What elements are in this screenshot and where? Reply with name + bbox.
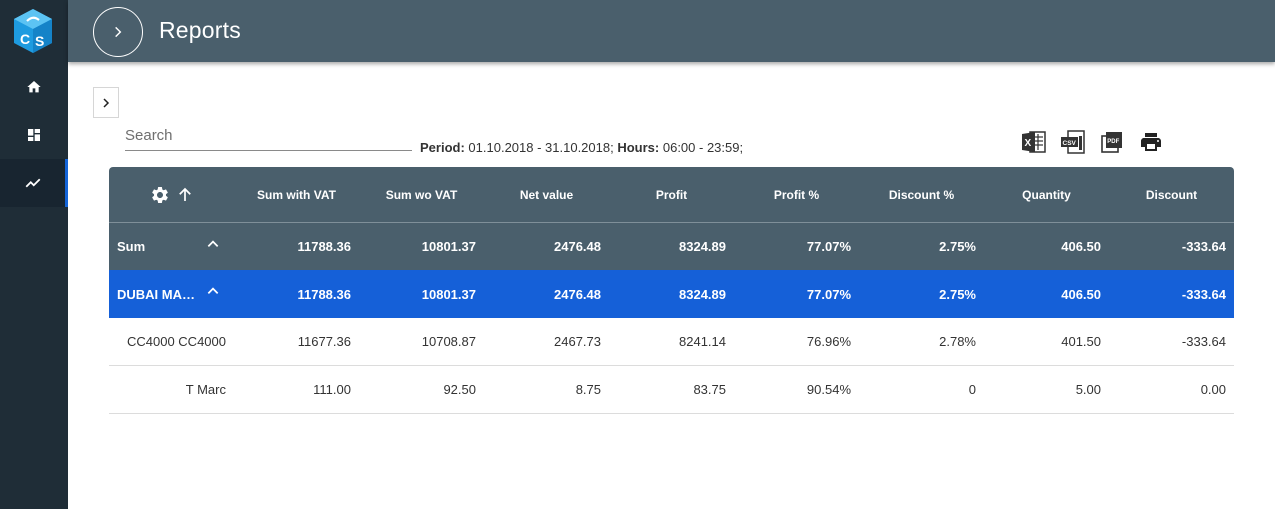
print-icon [1141, 133, 1161, 151]
row-name: CC4000 CC4000 [126, 334, 226, 349]
sum-row-name: Sum [117, 239, 146, 254]
svg-text:PDF: PDF [1107, 139, 1119, 145]
group-row-name: DUBAI MARINA [117, 287, 203, 303]
chevron-up-icon[interactable] [206, 284, 220, 298]
table-cell: -333.64 [1181, 239, 1226, 254]
search-field [125, 122, 412, 151]
dashboard-icon [28, 129, 40, 141]
chevron-right-icon [115, 26, 122, 38]
table-row[interactable]: CC4000 CC4000 11677.36 10708.87 2467.73 … [109, 318, 1234, 366]
table-cell: 2476.48 [554, 239, 601, 254]
table-row[interactable]: T Marc 111.00 92.50 8.75 83.75 90.54% 0 … [109, 366, 1234, 414]
svg-text:C: C [20, 31, 30, 47]
table-cell: 92.50 [443, 382, 476, 397]
column-header-net-value[interactable]: Net value [519, 187, 574, 202]
table-cell: 10708.87 [421, 334, 476, 349]
row-label: Sum [109, 239, 234, 254]
menu-toggle-button[interactable] [93, 7, 143, 57]
export-excel-button[interactable]: X [1020, 129, 1048, 155]
table-cell: 5.00 [1075, 382, 1101, 397]
export-csv-button[interactable]: CSV [1059, 129, 1087, 155]
column-header-quantity[interactable]: Quantity [1022, 187, 1071, 202]
sidebar-item-home[interactable] [0, 63, 68, 111]
table-cell: 406.50 [1061, 239, 1101, 254]
hours-label: Hours: [617, 140, 660, 155]
cs-logo-icon[interactable]: C S [13, 8, 53, 54]
table-cell: 2.78% [939, 334, 976, 349]
sidebar-item-dashboard[interactable] [0, 111, 68, 159]
table-cell: 10801.37 [421, 286, 476, 302]
sidebar: C S [0, 0, 68, 509]
chevron-up-icon[interactable] [206, 237, 220, 251]
column-header-discount-percent[interactable]: Discount % [888, 187, 955, 202]
table-cell: 11788.36 [297, 286, 351, 302]
table-cell: 2.75% [939, 239, 976, 254]
page-title: Reports [159, 17, 241, 43]
pdf-icon: PDF [1101, 132, 1122, 153]
table-cell: 0.00 [1200, 382, 1226, 397]
column-header-discount[interactable]: Discount [1145, 187, 1198, 202]
table-cell: 90.54% [806, 382, 851, 397]
table-cell: 83.75 [693, 382, 726, 397]
table-cell: 0 [968, 382, 976, 397]
table-cell: 11677.36 [297, 334, 351, 349]
row-name: T Marc [185, 382, 226, 397]
table-cell: 8241.14 [679, 334, 726, 349]
table-cell: 8324.89 [679, 239, 726, 254]
svg-text:CSV: CSV [1063, 140, 1077, 147]
group-row[interactable]: DUBAI MARINA 11788.36 10801.37 2476.48 8… [109, 270, 1234, 318]
table-cell: 2.75% [939, 286, 976, 302]
print-button[interactable] [1137, 129, 1165, 155]
table-cell: 8.75 [575, 382, 601, 397]
header-controls [109, 185, 234, 205]
table-cell: 111.00 [313, 382, 351, 397]
table-cell: 77.07% [806, 239, 851, 254]
column-header-profit[interactable]: Profit [655, 187, 688, 202]
table-cell: 2476.48 [554, 286, 601, 302]
chevron-right-icon [103, 97, 110, 108]
table-cell: 401.50 [1061, 334, 1101, 349]
table-cell: 10801.37 [421, 239, 476, 254]
period-value: 01.10.2018 - 31.10.2018; [468, 140, 614, 155]
column-header-sum-with-vat[interactable]: Sum with VAT [257, 187, 336, 202]
hours-value: 06:00 - 23:59; [662, 140, 744, 155]
svg-text:S: S [35, 33, 44, 49]
table-cell: 8324.89 [679, 286, 726, 302]
table-cell: 11788.36 [297, 239, 351, 254]
top-header: Reports [68, 0, 1275, 62]
table-cell: 406.50 [1061, 286, 1101, 302]
gear-icon[interactable] [150, 185, 170, 205]
table-cell: -333.64 [1181, 334, 1226, 349]
table-cell: 76.96% [806, 334, 851, 349]
period-label: Period: [420, 140, 465, 155]
report-table: Sum with VAT Sum wo VAT Net value Profit… [109, 167, 1234, 414]
table-cell: 77.07% [806, 286, 851, 302]
export-toolbar: X CSV PDF [1020, 129, 1165, 155]
svg-text:X: X [1025, 138, 1032, 149]
sum-row[interactable]: Sum 11788.36 10801.37 2476.48 8324.89 77… [109, 222, 1234, 270]
search-input[interactable] [125, 122, 412, 149]
export-pdf-button[interactable]: PDF [1098, 129, 1126, 155]
sidebar-item-reports[interactable] [0, 159, 68, 207]
sort-arrow-up-icon[interactable] [176, 186, 194, 204]
row-label: DUBAI MARINA [109, 286, 234, 302]
table-cell: -333.64 [1181, 286, 1226, 302]
column-header-sum-wo-vat[interactable]: Sum wo VAT [385, 187, 458, 202]
period-info: Period: 01.10.2018 - 31.10.2018; Hours: … [420, 140, 743, 155]
table-cell: 2467.73 [554, 334, 601, 349]
filter-panel-toggle-button[interactable] [93, 87, 119, 118]
home-icon [27, 81, 41, 93]
trending-icon [25, 178, 40, 188]
column-header-profit-percent[interactable]: Profit % [773, 187, 820, 202]
excel-icon: X [1022, 131, 1046, 153]
table-header: Sum with VAT Sum wo VAT Net value Profit… [109, 167, 1234, 222]
csv-icon: CSV [1061, 130, 1085, 154]
